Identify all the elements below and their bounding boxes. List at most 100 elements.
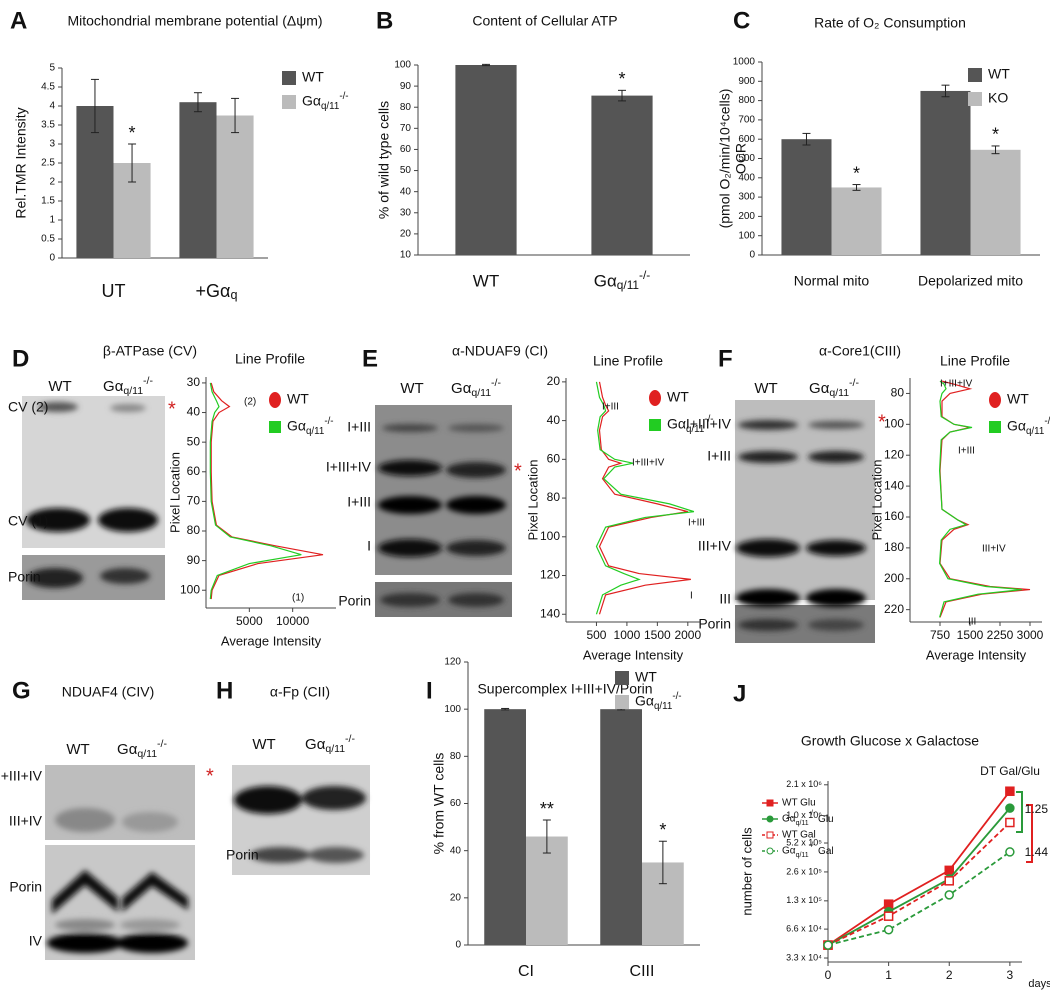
legend-label: WT Glu [782, 798, 816, 809]
legend-marker [989, 392, 1001, 408]
x-tick-label: 1500 [644, 628, 671, 642]
y-tick-label: 90 [187, 553, 201, 567]
panel-letter: J [733, 680, 746, 707]
x-tick-label: 1 [885, 968, 892, 982]
legend-label: Gαq/11-/- [635, 691, 682, 712]
error-bar [658, 840, 667, 885]
bands [736, 420, 866, 631]
legend-marker [766, 799, 774, 807]
bar [179, 102, 217, 258]
bands [378, 424, 506, 607]
y-tick-label: 0 [49, 253, 55, 264]
blot-e: E α-NDUAF9 (CI) WT Gαq/11-/- I+III I+III… [326, 343, 548, 617]
legend-marker [269, 421, 281, 433]
bands [26, 402, 158, 588]
y-tick-label: 2.6 x 10⁵ [786, 866, 822, 876]
band-label: Porin [8, 569, 41, 585]
panel-letter: H [216, 677, 233, 704]
blot-title: α-NDUAF9 (CI) [452, 343, 548, 359]
legend-swatch [615, 671, 629, 685]
error-bar [231, 97, 240, 134]
chart-title: Mitochondrial membrane potential (Δψm) [67, 13, 322, 29]
error-bar [618, 89, 626, 102]
y-tick-label: 100 [180, 582, 200, 596]
legend-label: WT [635, 669, 657, 685]
series-line [827, 851, 1011, 946]
legend-label: WT Gal [782, 830, 816, 841]
bar [216, 115, 254, 258]
marker [1005, 847, 1015, 857]
marker [1005, 803, 1015, 813]
y-tick-label: 2 [49, 177, 55, 188]
legend-label: WT [287, 391, 309, 407]
star: * [514, 460, 522, 482]
y-tick-label: 0 [749, 250, 755, 261]
x-tick-label: 500 [586, 628, 606, 642]
y-tick-label: 100 [884, 417, 904, 431]
x-tick-label: 2 [946, 968, 953, 982]
lane-label: Gαq/11-/- [809, 377, 859, 399]
annotation: I+III [688, 518, 705, 529]
panel-letter: I [426, 677, 433, 704]
y-axis-label: Pixel Location [869, 460, 884, 541]
y-axis-label: % from WT cells [431, 753, 447, 855]
bar [455, 65, 517, 255]
y-tick-label: 3.5 [41, 120, 55, 131]
annotation: III+IV [982, 544, 1006, 555]
legend-marker [989, 421, 1001, 433]
y-tick-label: 70 [400, 123, 412, 134]
x-tick-label: Gαq/11-/- [594, 268, 651, 292]
y-tick-label: 1.0 x 10⁶ [786, 810, 822, 820]
legend-marker [649, 419, 661, 431]
bar [970, 149, 1021, 255]
y-tick-label: 0.5 [41, 234, 55, 245]
y-tick-label: 1 [49, 215, 55, 226]
series-line [827, 790, 1011, 946]
y-axis-label: % of wild type cells [376, 101, 392, 219]
lane-label: WT [66, 741, 89, 758]
band-label: IV [29, 933, 43, 949]
bar [484, 709, 526, 945]
y-axis-label: Rel.TMR Intensity [13, 107, 29, 218]
lane-label: WT [400, 380, 423, 397]
x-tick-label: 1500 [957, 628, 984, 642]
blot-title: β-ATPase (CV) [103, 343, 197, 359]
y-axis-label: Pixel Location [167, 452, 182, 533]
y-tick-label: 180 [884, 540, 904, 554]
series-line [595, 381, 695, 615]
lane-label: WT [48, 378, 71, 395]
blot-title: α-Core1(CIII) [819, 343, 901, 359]
chart-title: Supercomplex I+III+IV/Porin [477, 681, 652, 697]
y-tick-label: 40 [187, 405, 201, 419]
y-axis-label: (pmol O₂/min/10⁴cells) [717, 89, 733, 229]
band-label: I+III [707, 448, 731, 464]
blot-d: D β-ATPase (CV) WT Gαq/11-/- CV (2) CV (… [8, 343, 197, 600]
annotation: 1.25 [1025, 802, 1049, 816]
error-bar [482, 63, 490, 67]
panel-letter: E [362, 345, 378, 372]
significance: * [853, 163, 860, 183]
band-label: I+III+IV [0, 768, 43, 784]
band-label: I+III+IV [686, 416, 732, 432]
legend-label: Gαq/11-/- [302, 91, 349, 112]
x-tick-label: CI [518, 963, 534, 980]
y-tick-label: 140 [884, 478, 904, 492]
annotation: I+III [958, 446, 975, 457]
y-tick-label: 80 [891, 386, 905, 400]
blot-f: F α-Core1(CIII) WT Gαq/11-/- I+III+IV I+… [686, 343, 901, 643]
marker [823, 940, 833, 950]
chart-title: Line Profile [235, 351, 305, 367]
band-label: CV (1) [8, 513, 48, 529]
y-tick-label: 50 [187, 434, 201, 448]
annotation: III [968, 617, 976, 628]
y-tick-label: 4 [49, 101, 55, 112]
legend-marker [766, 831, 774, 839]
y-tick-label: 300 [738, 192, 755, 203]
legend-swatch [615, 695, 629, 709]
bar [591, 95, 653, 255]
panel-letter: D [12, 345, 29, 372]
y-tick-label: 3.3 x 10⁴ [786, 952, 822, 962]
band-label: I+III [347, 419, 371, 435]
chart-title: Growth Glucose x Galactose [801, 733, 979, 749]
y-tick-label: 900 [738, 76, 755, 87]
